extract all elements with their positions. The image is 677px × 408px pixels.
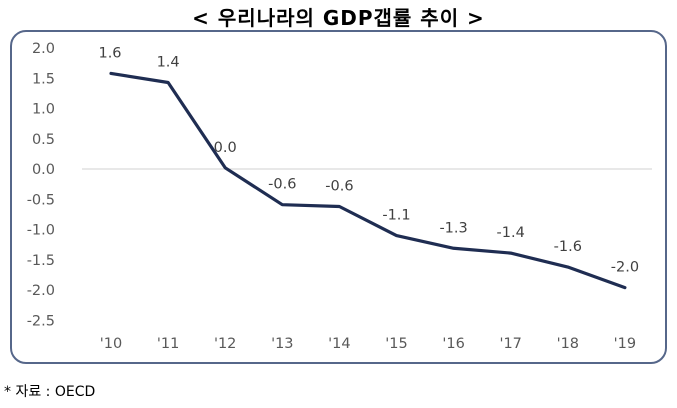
x-axis-ticks: '10 '11 '12 '13 '14 '15 '16 '17 '18 '19 [100, 336, 636, 352]
y-tick-label: -1.5 [27, 253, 55, 269]
x-tick-label: '16 [442, 336, 464, 352]
gdp-gap-line [109, 71, 627, 290]
y-tick-label: 1.5 [32, 71, 55, 87]
x-tick-label: '14 [328, 336, 350, 352]
x-tick-label: '12 [214, 336, 236, 352]
y-axis-ticks: 2.0 1.5 1.0 0.5 0.0 -0.5 -1.0 -1.5 -2.0 -2.5 [27, 41, 55, 329]
x-tick-label: '11 [157, 336, 179, 352]
data-label: 1.6 [98, 45, 121, 61]
x-tick-label: '10 [100, 336, 122, 352]
x-tick-label: '19 [614, 336, 636, 352]
x-tick-label: '13 [271, 336, 293, 352]
y-tick-label: -2.0 [27, 283, 55, 299]
chart-frame [10, 30, 667, 364]
y-tick-label: -1.0 [27, 223, 55, 239]
y-tick-label: -0.5 [27, 192, 55, 208]
data-label: -1.1 [382, 208, 410, 224]
y-tick-label: -2.5 [27, 313, 55, 329]
y-tick-label: 1.0 [32, 102, 55, 118]
data-labels: 1.6 1.4 0.0 -0.6 -0.6 -1.1 -1.3 -1.4 -1.6 -2.0 [98, 45, 639, 275]
data-label: -2.0 [611, 260, 639, 276]
data-label: 0.0 [214, 140, 237, 156]
data-label: -1.6 [554, 239, 582, 255]
y-tick-label: 0.0 [32, 162, 55, 178]
chart-title: < 우리나라의 GDP갭률 추이 > [192, 6, 485, 30]
data-label: -0.6 [325, 179, 353, 195]
x-tick-label: '17 [499, 336, 521, 352]
y-tick-label: 0.5 [32, 132, 55, 148]
data-label: 1.4 [157, 54, 180, 70]
data-label: -1.3 [439, 220, 467, 236]
source-note: * 자료 : OECD [4, 384, 96, 400]
x-tick-label: '15 [385, 336, 407, 352]
y-tick-label: 2.0 [32, 41, 55, 57]
data-label: -0.6 [268, 177, 296, 193]
x-tick-label: '18 [557, 336, 579, 352]
data-label: -1.4 [497, 225, 525, 241]
